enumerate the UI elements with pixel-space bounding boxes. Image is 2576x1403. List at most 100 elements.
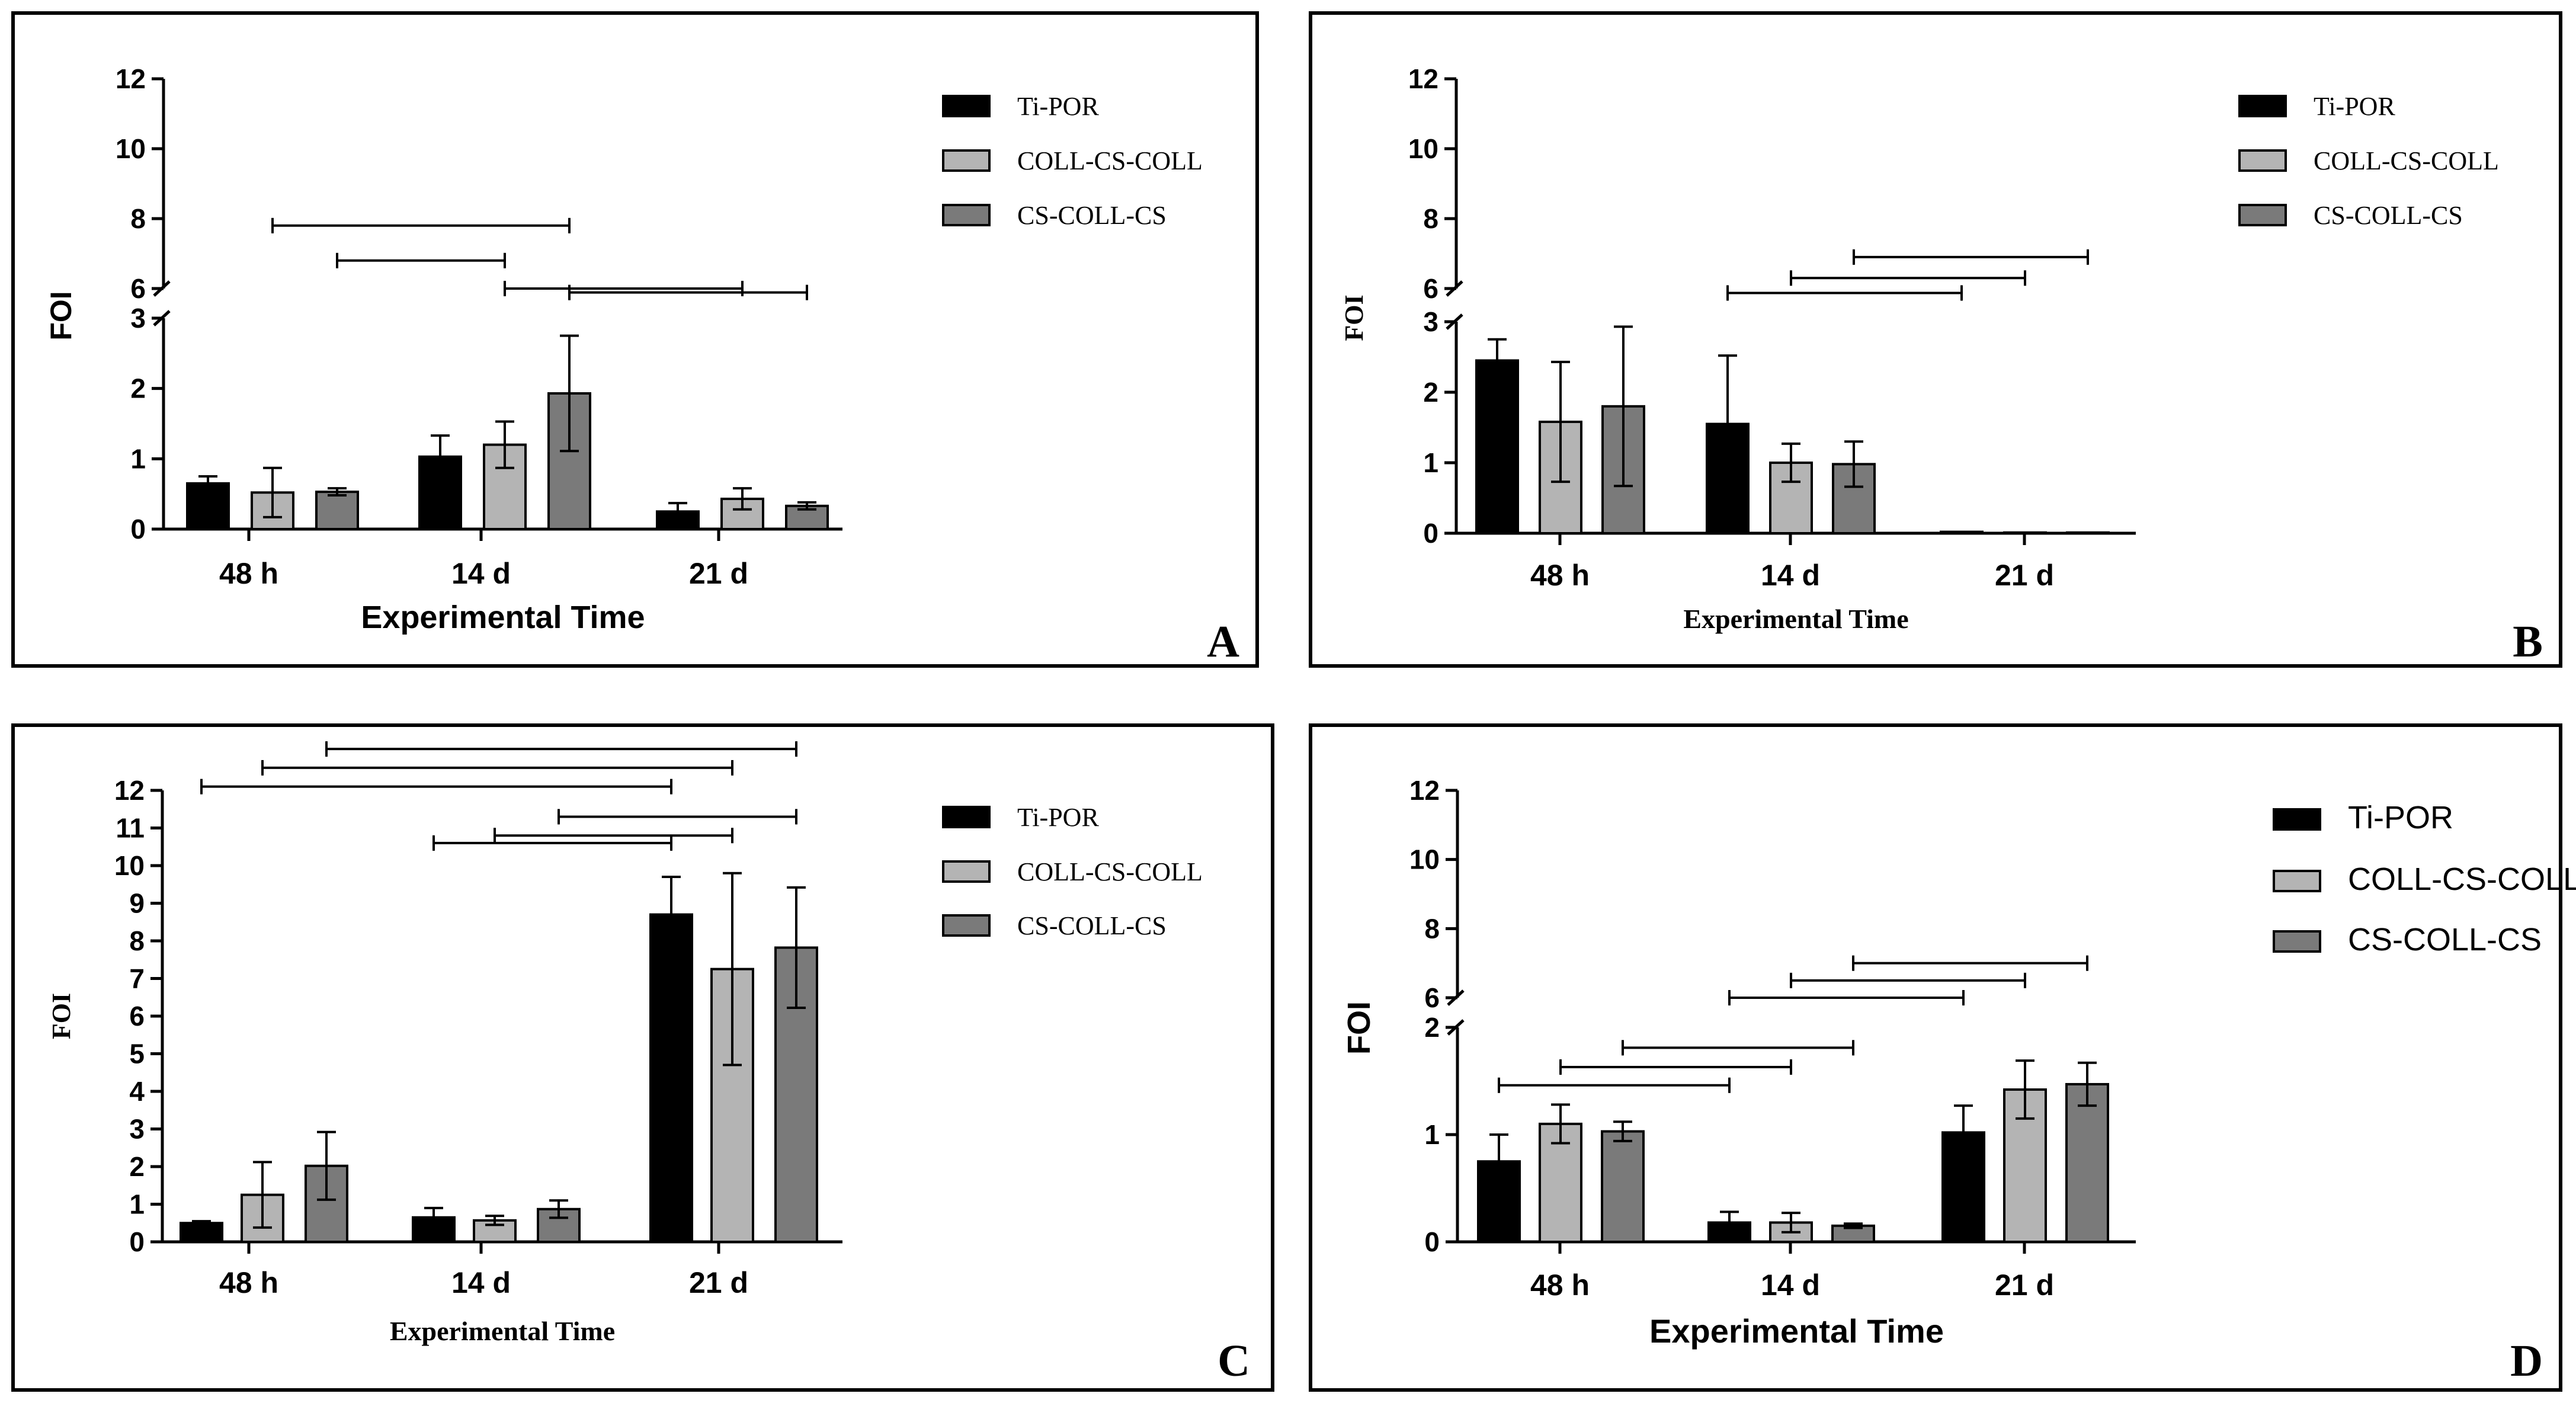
legend-label: COLL-CS-COLL	[2314, 146, 2499, 175]
x-axis-label: Experimental Time	[361, 600, 645, 635]
y-tick-label: 8	[130, 203, 146, 234]
y-tick-label: 8	[1423, 203, 1438, 234]
x-tick-label: 14 d	[451, 1266, 511, 1299]
y-tick-label: 3	[1423, 306, 1438, 337]
legend-label: Ti-POR	[1017, 92, 1099, 121]
legend-swatch	[2238, 95, 2287, 117]
y-axis-label: FOI	[44, 291, 78, 340]
significance-brackets	[1498, 955, 2088, 1093]
y-tick-label: 10	[116, 133, 146, 164]
y-tick-label: 2	[130, 373, 146, 404]
y-tick-label: 1	[130, 443, 146, 474]
legend-label: Ti-POR	[2314, 92, 2395, 121]
y-tick-label: 4	[129, 1076, 145, 1107]
bars	[186, 334, 829, 531]
legend-label: CS-COLL-CS	[2314, 201, 2463, 230]
panel-letter: C	[1217, 1336, 1250, 1386]
panel-frame	[1309, 723, 2562, 1392]
legend-swatch	[942, 149, 991, 172]
y-tick-label: 0	[129, 1226, 145, 1257]
panel-frame	[11, 723, 1274, 1392]
legend-label: COLL-CS-COLL	[2348, 861, 2576, 897]
x-tick-label: 14 d	[451, 557, 511, 590]
x-tick-label: 21 d	[689, 557, 748, 590]
y-tick-label: 6	[1423, 273, 1438, 304]
y-tick-label: 2	[1424, 1012, 1440, 1043]
legend-swatch	[2273, 808, 2321, 831]
x-tick-label: 14 d	[1761, 559, 1820, 592]
x-axis-label: Experimental Time	[1649, 1312, 1944, 1350]
panel-frame	[11, 11, 1259, 668]
panel-frame	[1309, 11, 2562, 668]
y-tick-label: 12	[114, 775, 145, 806]
y-tick-label: 2	[129, 1151, 145, 1182]
y-tick-label: 2	[1423, 377, 1438, 408]
y-tick-label: 1	[1424, 1119, 1440, 1150]
y-tick-label: 10	[1408, 133, 1438, 164]
legend: Ti-POR COLL-CS-COLL CS-COLL-CS	[2238, 92, 2499, 230]
y-tick-label: 0	[1424, 1226, 1440, 1257]
legend-label: CS-COLL-CS	[1017, 911, 1167, 940]
y-tick-label: 10	[1409, 844, 1440, 875]
y-tick-label: 11	[116, 813, 145, 844]
x-axis-label: Experimental Time	[1683, 604, 1908, 634]
legend-swatch	[942, 204, 991, 226]
bars	[180, 872, 818, 1244]
legend: Ti-POR COLL-CS-COLL CS-COLL-CS	[2273, 800, 2576, 957]
bar	[1831, 1224, 1875, 1244]
y-tick-label: 12	[1408, 63, 1438, 94]
significance-brackets	[271, 217, 808, 300]
y-tick-label: 8	[1424, 913, 1440, 944]
panel-letter: D	[2510, 1336, 2543, 1386]
legend-label: Ti-POR	[1017, 803, 1099, 832]
x-tick-label: 21 d	[1995, 1269, 2054, 1302]
legend-swatch	[942, 860, 991, 883]
bar	[1940, 530, 1984, 534]
x-tick-label: 21 d	[1995, 559, 2054, 592]
x-tick-label: 14 d	[1761, 1269, 1820, 1302]
x-axis-label: Experimental Time	[390, 1316, 615, 1346]
y-tick-label: 0	[1423, 518, 1438, 549]
y-tick-label: 1	[129, 1189, 145, 1220]
bar	[180, 1222, 223, 1243]
panel-letter: A	[1207, 617, 1239, 667]
legend-label: COLL-CS-COLL	[1017, 857, 1203, 886]
legend-label: CS-COLL-CS	[1017, 201, 1167, 230]
legend-label: COLL-CS-COLL	[1017, 146, 1203, 175]
legend-label: Ti-POR	[2348, 800, 2453, 835]
y-tick-label: 6	[1424, 982, 1440, 1013]
y-tick-label: 9	[129, 888, 145, 919]
bars	[1477, 1059, 2109, 1244]
y-axis-label: FOI	[1341, 1001, 1377, 1055]
y-tick-label: 6	[129, 1001, 145, 1032]
significance-brackets	[1726, 249, 2089, 301]
x-tick-label: 48 h	[219, 1266, 278, 1299]
bar	[315, 491, 359, 531]
legend-swatch	[2273, 930, 2321, 953]
x-tick-label: 48 h	[1530, 1269, 1590, 1302]
y-tick-label: 3	[129, 1114, 145, 1145]
legend: Ti-POR COLL-CS-COLL CS-COLL-CS	[942, 92, 1203, 230]
y-tick-label: 12	[1409, 775, 1440, 806]
y-tick-label: 3	[130, 303, 146, 334]
y-axis-label: FOI	[1340, 294, 1369, 341]
legend-swatch	[942, 914, 991, 937]
x-tick-label: 48 h	[1530, 559, 1590, 592]
significance-brackets	[200, 741, 797, 851]
legend-swatch	[2238, 204, 2287, 226]
y-axis-label: FOI	[47, 993, 76, 1039]
legend-swatch	[942, 95, 991, 117]
legend-label: CS-COLL-CS	[2348, 922, 2542, 957]
legend-swatch	[2273, 870, 2321, 892]
x-tick-label: 21 d	[689, 1266, 748, 1299]
y-tick-label: 7	[129, 963, 145, 994]
legend: Ti-POR COLL-CS-COLL CS-COLL-CS	[942, 803, 1203, 940]
